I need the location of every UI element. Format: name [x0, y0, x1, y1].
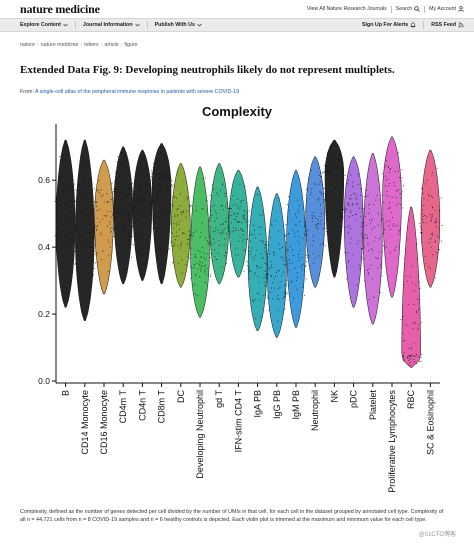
x-tick-label: Platelet — [368, 390, 378, 421]
violin-cd4m-t — [113, 146, 133, 285]
violin-b — [55, 139, 76, 308]
nav-rss-feed[interactable]: RSS Feed — [431, 22, 464, 28]
y-tick-label: 0.0 — [38, 376, 50, 386]
source-line: From: A single-cell atlas of the periphe… — [20, 89, 239, 95]
x-tick-label: CD4n T — [137, 390, 147, 421]
nav-label: Publish With Us — [154, 22, 195, 28]
divider — [74, 21, 76, 29]
nav-explore-content[interactable]: Explore Content — [20, 22, 68, 28]
divider — [390, 5, 392, 13]
watermark: @51CTO博客 — [418, 532, 456, 538]
user-icon — [458, 6, 464, 12]
x-tick-label: Developing Neutrophil — [195, 390, 205, 479]
nav-publish-with-us[interactable]: Publish With Us — [155, 22, 202, 28]
y-tick-label: 0.6 — [38, 175, 50, 185]
violin-chart: Complexity 0.0 0.2 0.4 0.6 B CD14 Monocyte CD1… — [38, 104, 443, 493]
breadcrumb-item[interactable]: nature medicine — [40, 42, 79, 48]
chevron-right-icon: › — [37, 42, 39, 48]
violin-pdc — [343, 156, 364, 308]
violin-igm-pb — [286, 169, 306, 328]
chevron-right-icon: › — [120, 42, 123, 48]
violin-neutrophil — [305, 156, 325, 288]
x-tick-label: Neutrophil — [310, 390, 320, 431]
nav-label: RSS Feed — [431, 22, 456, 28]
x-tick-label: RBC — [406, 390, 416, 410]
breadcrumb-item[interactable]: letters — [84, 42, 99, 48]
breadcrumb: nature › nature medicine › letters › art… — [20, 42, 138, 48]
x-tick-label: SC & Eosinophil — [425, 390, 435, 455]
violin-proliferative-lymphocytes — [382, 136, 402, 298]
chevron-right-icon: › — [80, 42, 83, 48]
chevron-down-icon — [63, 23, 68, 27]
x-tick-label: NK — [329, 390, 339, 403]
all-journals-link[interactable]: View All Nature Research Journals — [306, 6, 387, 12]
nav-journal-information[interactable]: Journal Information — [83, 22, 140, 28]
violin-igg-pb — [267, 193, 287, 338]
violin-cd4n-t — [132, 149, 153, 281]
violin-developing-neutrophil — [190, 166, 210, 318]
journal-logo[interactable]: nature medicine — [20, 1, 100, 16]
chevron-right-icon: › — [100, 42, 103, 48]
y-tick-label: 0.2 — [38, 309, 50, 319]
source-prefix: From: — [20, 89, 34, 95]
my-account-label: My Account — [429, 6, 456, 12]
nav-label: Sign Up For Alerts — [361, 22, 409, 28]
violin-gd-t — [209, 163, 229, 285]
chart-title: Complexity — [202, 104, 273, 119]
breadcrumb-current: figure — [124, 42, 138, 48]
x-tick-label: DC — [176, 390, 186, 403]
violin-rbc — [401, 206, 421, 368]
x-tick-label: gd T — [214, 390, 224, 408]
bell-icon — [410, 22, 416, 28]
violin-cd16-monocyte — [94, 159, 114, 295]
x-tick-label: Proliferative Lymphocytes — [387, 390, 397, 493]
jitter-points — [170, 171, 193, 274]
divider — [424, 5, 426, 13]
violin-cd14-monocyte — [75, 139, 95, 322]
nav-label: Journal Information — [82, 22, 133, 28]
x-tick-label: IgA PB — [253, 390, 263, 418]
jitter-points — [92, 180, 117, 272]
jitter-points — [265, 197, 289, 322]
search-icon — [414, 6, 420, 12]
plot-area: 0.0 0.2 0.4 0.6 B CD14 Monocyte CD16 Monocyte C… — [38, 124, 443, 493]
y-tick-label: 0.4 — [38, 242, 50, 252]
main-nav: Explore Content Journal Information Publ… — [0, 18, 474, 32]
x-tick-label: CD8m T — [157, 390, 167, 424]
nav-right: Sign Up For Alerts RSS Feed — [362, 21, 464, 29]
violin-sc-eosinophil — [420, 149, 441, 288]
divider — [146, 21, 148, 29]
search-link[interactable]: Search — [396, 6, 420, 12]
x-tick-label: CD16 Monocyte — [99, 390, 109, 455]
x-tick-label: B — [61, 390, 71, 396]
top-bar: nature medicine View All Nature Research… — [0, 0, 474, 18]
divider — [423, 21, 425, 29]
source-article-link[interactable]: A single-cell atlas of the peripheral im… — [35, 89, 240, 95]
breadcrumb-item[interactable]: article — [104, 42, 119, 48]
x-tick-label: CD4m T — [118, 390, 128, 424]
chevron-down-icon — [134, 23, 140, 27]
x-tick-label: IgG PB — [272, 390, 282, 419]
nav-label: Explore Content — [20, 22, 61, 28]
chevron-down-icon — [197, 23, 202, 27]
x-tick-label: pDC — [349, 390, 359, 409]
violin-iga-pb — [247, 186, 268, 332]
x-tick-label: IgM PB — [291, 390, 301, 420]
rss-icon — [458, 22, 464, 28]
top-links: View All Nature Research Journals Search… — [306, 5, 464, 13]
figure-caption: Complexity, defined as the number of gen… — [20, 509, 444, 524]
x-tick-label: IFN-stim CD4 T — [233, 390, 243, 453]
my-account-link[interactable]: My Account — [429, 6, 464, 12]
jitter-points — [74, 161, 97, 305]
violin-dc — [171, 163, 191, 288]
violin-ifn-stim-cd4-t — [228, 169, 249, 278]
breadcrumb-item[interactable]: nature — [20, 42, 36, 48]
nav-sign-up-alerts[interactable]: Sign Up For Alerts — [362, 22, 416, 28]
jitter-points — [150, 162, 174, 251]
x-tick-label: CD14 Monocyte — [80, 390, 90, 455]
figure-title: Extended Data Fig. 9: Developing neutrop… — [20, 64, 395, 76]
violin-nk — [324, 139, 345, 278]
search-label: Search — [395, 6, 413, 12]
nav-left: Explore Content Journal Information Publ… — [20, 21, 202, 29]
